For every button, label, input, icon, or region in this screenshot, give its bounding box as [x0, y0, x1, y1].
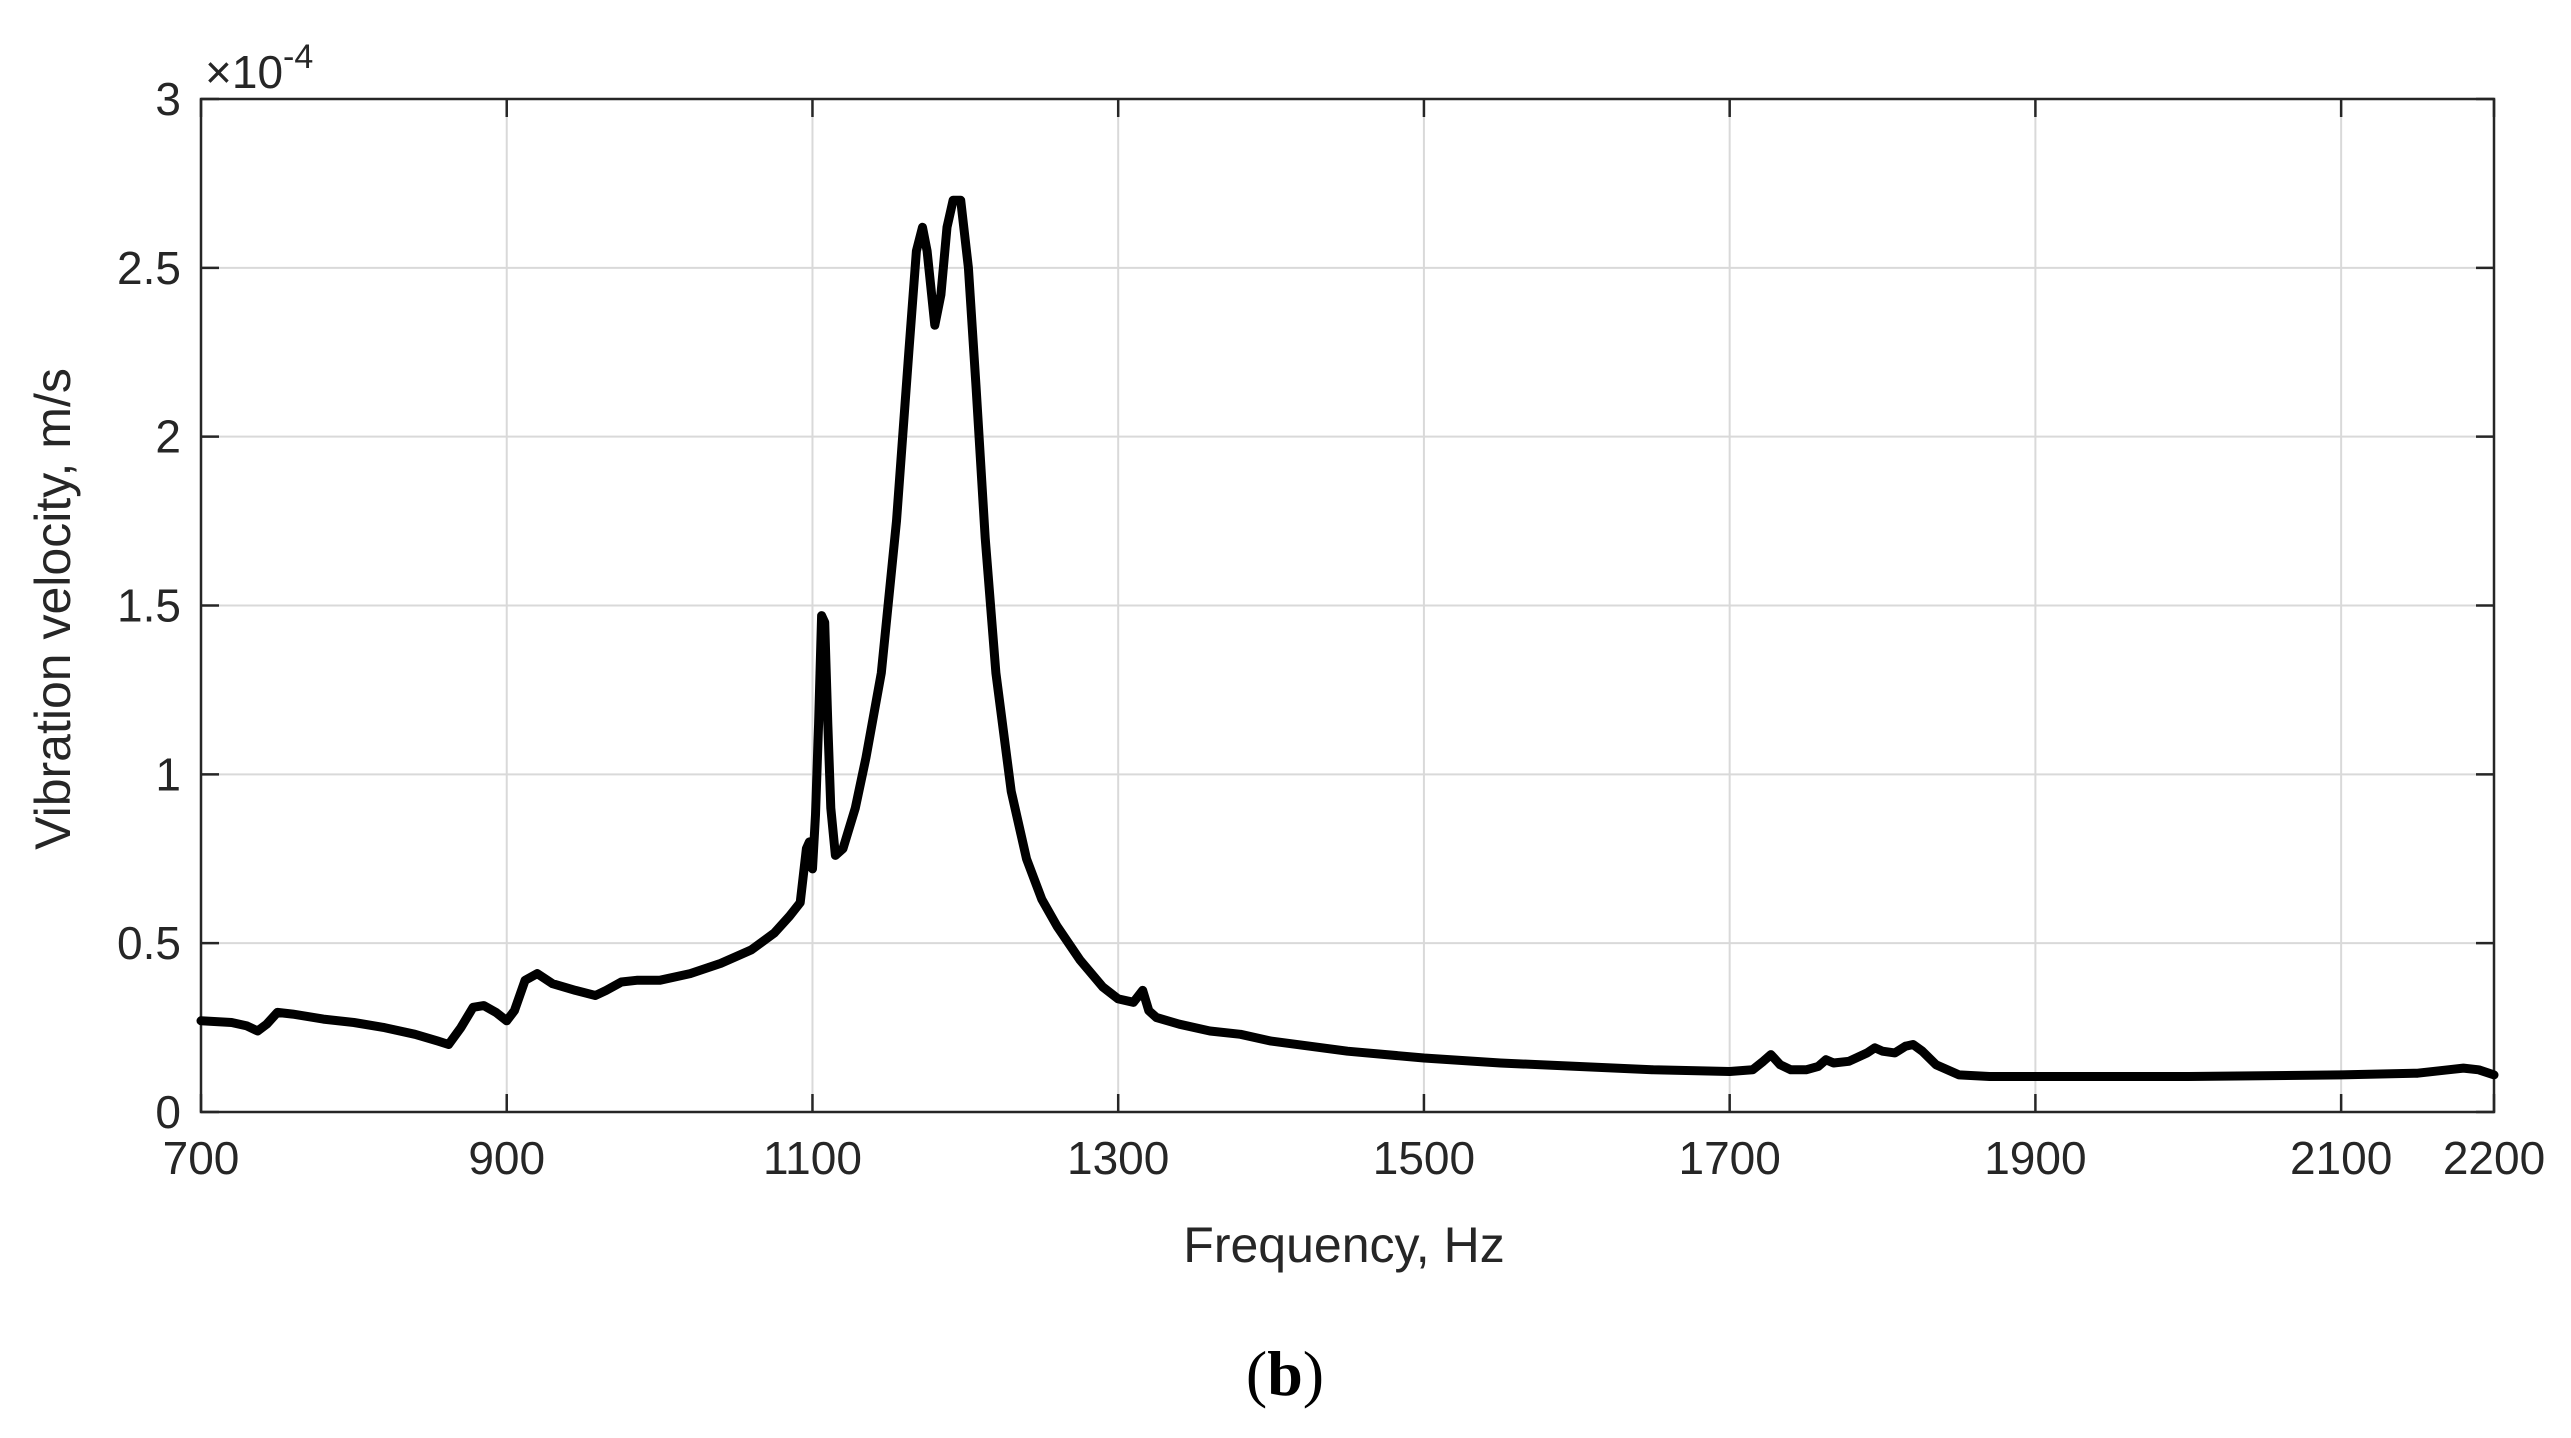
x-axis-label: Frequency, Hz	[1183, 1217, 1504, 1273]
y-tick-label-0: 0	[155, 1086, 181, 1138]
y-tick-label-2.5: 2.5	[117, 242, 181, 294]
y-tick-label-3: 3	[155, 73, 181, 125]
x-tick-label-1100: 1100	[763, 1132, 862, 1184]
y-tick-label-2: 2	[155, 411, 181, 463]
y-axis-label: Vibration velocity, m/s	[25, 368, 81, 850]
y-tick-label-1: 1	[155, 748, 181, 800]
x-tick-label-1700: 1700	[1678, 1132, 1780, 1184]
x-tick-label-2100: 2100	[2290, 1132, 2392, 1184]
series-line-0	[196, 195, 2499, 1081]
tick-labels: 700 900 1100 1300 1500 1700 1900 2100 2200 0 0.5 1 1…	[117, 73, 2545, 1184]
x-tick-label-2200: 2200	[2443, 1132, 2545, 1184]
grid-layer	[201, 99, 2494, 1112]
series-layer	[196, 195, 2499, 1081]
y-tick-label-1.5: 1.5	[117, 580, 181, 632]
y-axis-exponent: ×10-4	[205, 38, 313, 98]
x-tick-label-1500: 1500	[1373, 1132, 1475, 1184]
caption-close-paren: )	[1303, 1338, 1324, 1409]
x-tick-label-700: 700	[163, 1132, 240, 1184]
x-tick-label-900: 900	[468, 1132, 545, 1184]
x-tick-label-1300: 1300	[1067, 1132, 1169, 1184]
y-tick-label-0.5: 0.5	[117, 917, 181, 969]
caption-open-paren: (	[1246, 1338, 1267, 1409]
x-tick-label-1900: 1900	[1984, 1132, 2086, 1184]
axes-frame	[199, 97, 2496, 1114]
caption-letter: b	[1267, 1338, 1303, 1409]
figure-caption: (b)	[1246, 1338, 1324, 1409]
